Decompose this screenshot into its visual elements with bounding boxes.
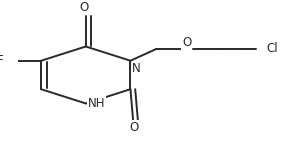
Text: N: N [132, 62, 141, 75]
Text: O: O [182, 36, 191, 49]
Text: O: O [130, 121, 139, 134]
Text: NH: NH [88, 97, 105, 110]
Text: O: O [80, 1, 89, 14]
Text: Cl: Cl [266, 42, 278, 56]
Text: F: F [0, 54, 4, 67]
